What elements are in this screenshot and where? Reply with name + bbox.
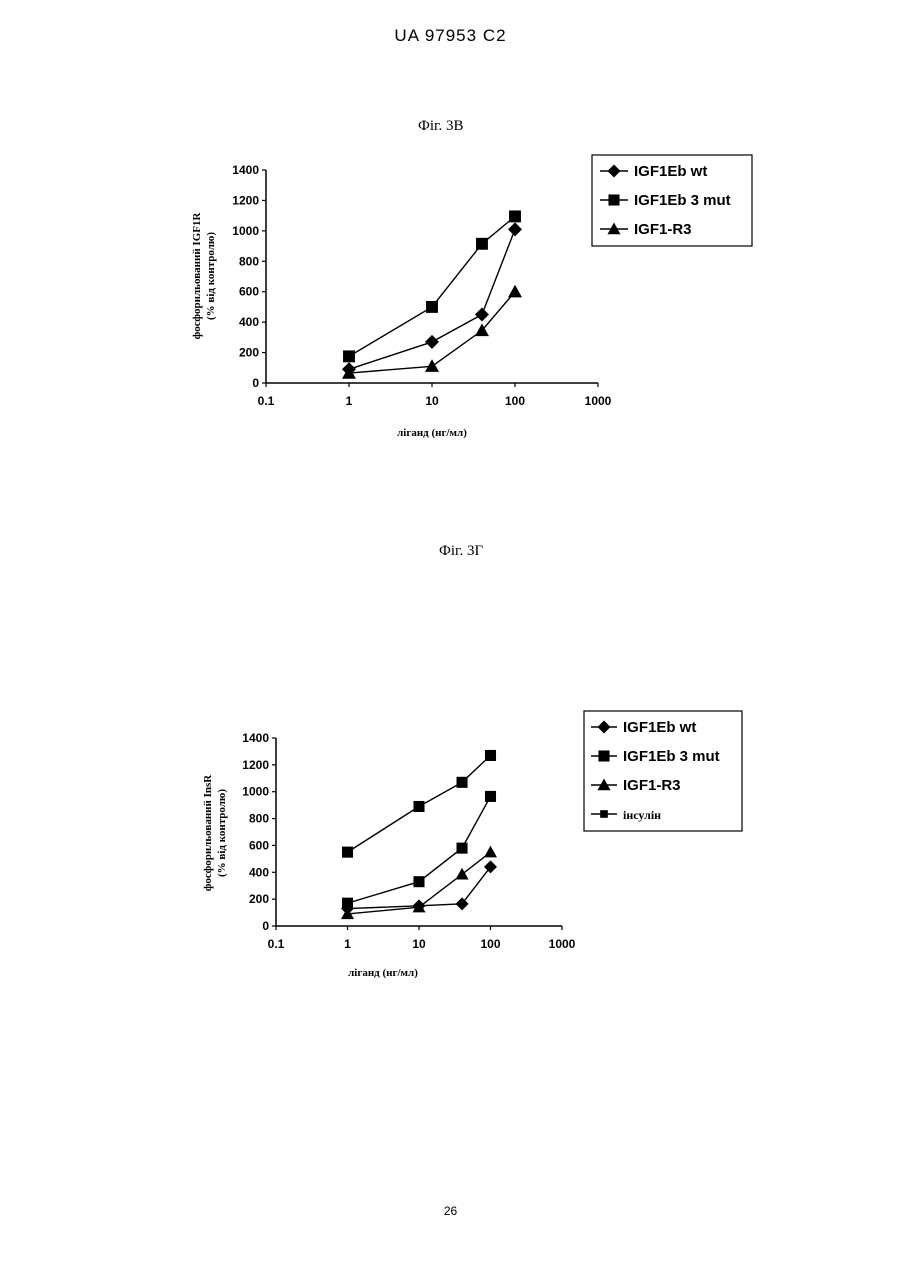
x-tick-label: 10 — [425, 394, 439, 408]
legend-marker — [598, 750, 609, 761]
legend-entry: IGF1-R3 — [623, 777, 681, 794]
data-point — [485, 750, 496, 761]
x-tick-label: 0.1 — [268, 937, 285, 951]
data-point — [425, 335, 439, 349]
y-tick-label: 1400 — [232, 163, 259, 177]
legend-entry: інсулін — [623, 808, 661, 822]
y-tick-label: 0 — [252, 376, 259, 390]
chart-insr-phosphorylation: 0 200 400 600 800 1000 1200 1400 0.1 1 10 100 1000 фо… — [0, 700, 901, 1000]
page-number: 26 — [0, 1204, 901, 1218]
legend-entry: IGF1Eb wt — [634, 163, 707, 180]
y-tick-label: 1000 — [232, 224, 259, 238]
data-point — [509, 210, 521, 222]
y-tick-label: 800 — [249, 812, 269, 826]
legend-entry: IGF1-R3 — [634, 221, 692, 238]
data-point — [457, 843, 468, 854]
y-tick-label: 1400 — [242, 731, 269, 745]
y-tick-label: 600 — [239, 285, 259, 299]
data-point — [456, 897, 469, 910]
x-tick-label: 1000 — [549, 937, 576, 951]
data-point — [484, 846, 497, 858]
x-tick-label: 100 — [505, 394, 525, 408]
data-point — [484, 860, 497, 873]
figure-title-3v: Фіг. 3В — [418, 118, 463, 135]
y-tick-label: 800 — [239, 254, 259, 268]
y-tick-label: 400 — [239, 315, 259, 329]
y-tick-label: 1000 — [242, 785, 269, 799]
y-tick-label: 400 — [249, 865, 269, 879]
y-tick-label: 200 — [239, 346, 259, 360]
y-axis-label-line1: фосфорильований IGF1R — [191, 212, 203, 340]
data-point — [413, 876, 424, 887]
y-axis-label-line2: (% від контролю) — [216, 789, 228, 877]
chart-igf1r-phosphorylation: 0 200 400 600 800 1000 1200 1400 0.1 1 10 100 1000 фо… — [0, 150, 901, 470]
series-2 — [342, 285, 522, 379]
data-point — [342, 898, 353, 909]
document-header: UA 97953 C2 — [0, 26, 901, 46]
y-axis-label-line2: (% від контролю) — [205, 232, 217, 320]
y-tick-label: 600 — [249, 838, 269, 852]
legend-marker — [600, 810, 608, 818]
data-point — [476, 238, 488, 250]
data-point — [485, 791, 496, 802]
series-0 — [342, 222, 522, 376]
x-tick-label: 1000 — [585, 394, 612, 408]
x-tick-label: 100 — [480, 937, 500, 951]
figure-title-3g: Фіг. 3Г — [439, 543, 483, 560]
x-tick-label: 1 — [344, 937, 351, 951]
y-axis-label: фосфорильований InsR(% від контролю) — [202, 774, 228, 892]
data-point — [508, 222, 522, 236]
x-tick-label: 0.1 — [258, 394, 275, 408]
y-tick-label: 1200 — [232, 193, 259, 207]
data-point — [342, 847, 353, 858]
legend-entry: IGF1Eb 3 mut — [634, 192, 731, 209]
y-tick-label: 0 — [262, 919, 269, 933]
x-axis-label: ліганд (нг/мл) — [348, 967, 418, 979]
data-point — [413, 801, 424, 812]
data-point — [475, 308, 489, 322]
data-point — [425, 359, 439, 372]
x-tick-label: 1 — [346, 394, 353, 408]
data-point — [456, 868, 469, 880]
data-point — [457, 777, 468, 788]
y-tick-label: 200 — [249, 892, 269, 906]
y-tick-label: 1200 — [242, 758, 269, 772]
x-axis-label: ліганд (нг/мл) — [397, 427, 467, 439]
series-3 — [342, 750, 496, 858]
legend-marker — [608, 194, 619, 205]
y-axis-label-line1: фосфорильований InsR — [202, 774, 214, 892]
x-tick-label: 10 — [412, 937, 426, 951]
y-axis-label: фосфорильований IGF1R(% від контролю) — [191, 212, 217, 340]
legend-entry: IGF1Eb wt — [623, 719, 696, 736]
legend-entry: IGF1Eb 3 mut — [623, 748, 720, 765]
data-point — [508, 285, 522, 298]
data-point — [426, 301, 438, 313]
data-point — [343, 350, 355, 362]
